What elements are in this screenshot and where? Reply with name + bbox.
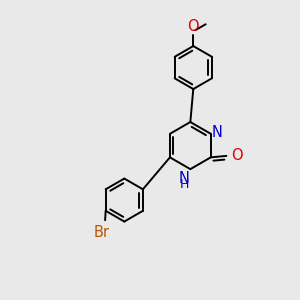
Text: N: N	[178, 171, 190, 186]
Text: H: H	[180, 178, 190, 191]
Text: O: O	[231, 148, 243, 164]
Text: O: O	[188, 19, 199, 34]
Text: Br: Br	[93, 225, 109, 240]
Text: N: N	[212, 125, 223, 140]
